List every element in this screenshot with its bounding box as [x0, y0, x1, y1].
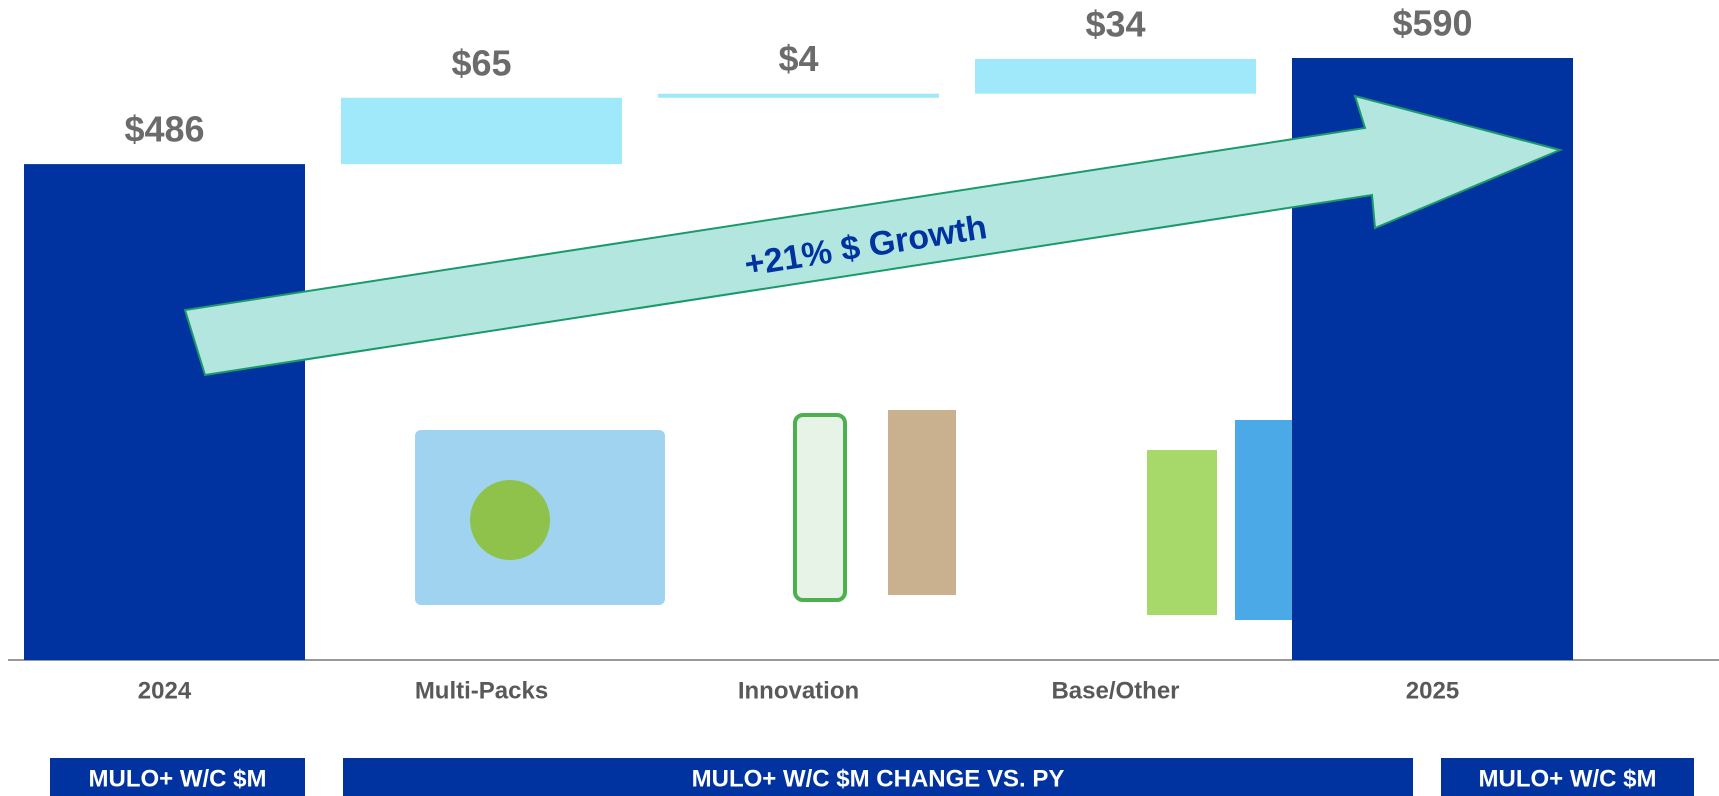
bar [24, 164, 305, 661]
x-tick-label: 2025 [1406, 677, 1459, 704]
x-tick-label: 2024 [138, 677, 192, 704]
bar [341, 97, 622, 165]
growth-arrow [183, 94, 1564, 377]
footer-box [343, 758, 1413, 796]
footer-box [1441, 758, 1694, 796]
x-tick-label: Base/Other [1051, 677, 1179, 704]
footer-label: MULO+ W/C $M CHANGE VS. PY [692, 765, 1065, 792]
x-tick-label: Innovation [738, 677, 859, 704]
can-image [793, 413, 847, 602]
bar [658, 93, 939, 98]
value-label: $486 [124, 109, 204, 150]
footer-label: MULO+ W/C $M [1479, 765, 1657, 792]
value-label: $65 [451, 42, 511, 83]
value-label: $4 [778, 38, 818, 79]
footer-label: MULO+ W/C $M [89, 765, 267, 792]
carton-image [888, 410, 956, 595]
footer-box [50, 758, 305, 796]
x-tick-label: Multi-Packs [415, 677, 548, 704]
product-images [415, 410, 1305, 620]
coconut-image [470, 480, 550, 560]
value-label: $590 [1392, 3, 1472, 44]
carton-image [1147, 450, 1217, 615]
bar [975, 59, 1256, 94]
value-label: $34 [1085, 4, 1145, 45]
